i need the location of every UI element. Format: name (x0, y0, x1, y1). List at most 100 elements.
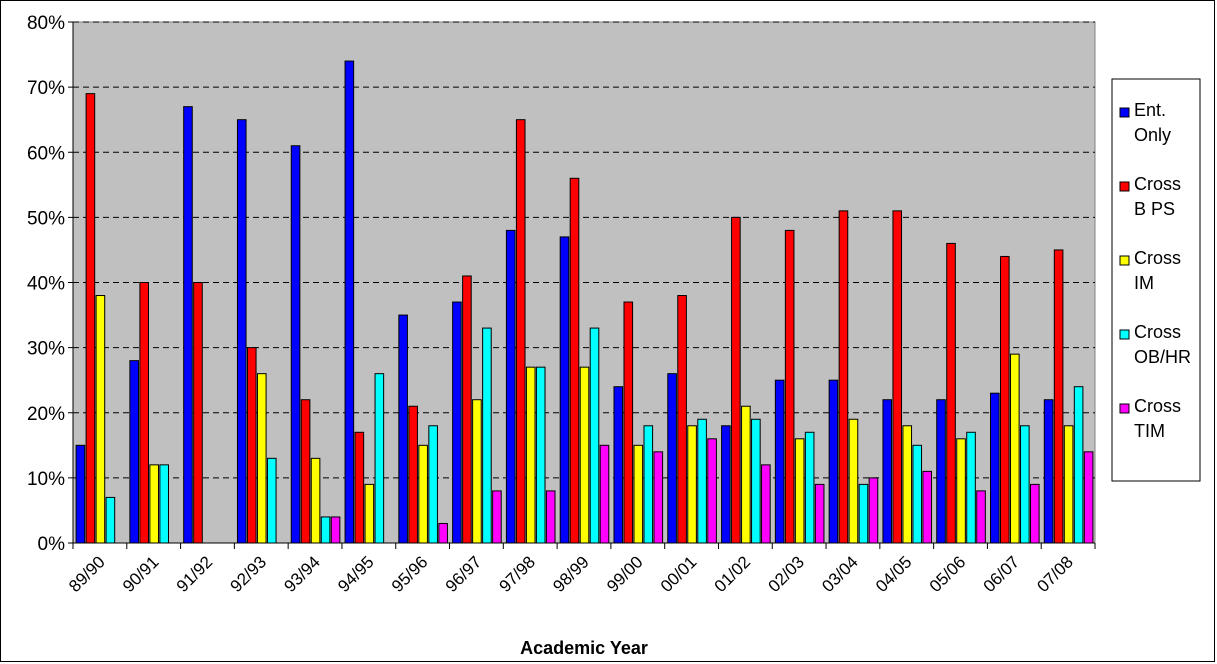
bar (183, 106, 193, 544)
bar (848, 418, 859, 544)
bar (868, 477, 879, 544)
x-tick-label: 06/07 (980, 552, 1024, 596)
bar (95, 295, 106, 544)
bar (472, 399, 482, 544)
legend-label: Ent. (1134, 100, 1166, 120)
x-tick-label: 96/97 (442, 552, 486, 596)
legend-label: Cross (1134, 322, 1181, 342)
bar (545, 490, 556, 544)
bar (525, 366, 536, 544)
bar (428, 425, 438, 544)
bar (794, 438, 805, 544)
y-tick-label: 80% (27, 13, 65, 34)
y-tick-labels: 0% 10% 20% 30% 40% 50% 60% 70% 80% (27, 13, 65, 555)
bar (623, 301, 634, 544)
bar (599, 444, 610, 544)
bars (75, 60, 1094, 544)
legend-swatch (1119, 255, 1130, 266)
bar (85, 93, 96, 544)
bar (515, 119, 526, 544)
bar (936, 399, 946, 544)
bar (707, 438, 717, 544)
bar (246, 347, 257, 544)
x-tick-label: 99/00 (603, 552, 647, 596)
bar (892, 210, 903, 544)
bar (814, 483, 825, 544)
legend-label: Only (1134, 125, 1171, 145)
bar (774, 379, 785, 544)
legend-label: IM (1134, 273, 1154, 293)
bar (912, 444, 923, 544)
x-tick-label: 90/91 (119, 552, 163, 596)
bar (310, 457, 321, 544)
bar (300, 399, 311, 544)
bar (374, 373, 385, 544)
bar (902, 425, 913, 544)
x-tick-label: 98/99 (549, 552, 593, 596)
bar (320, 516, 331, 544)
x-tick-label: 93/94 (280, 552, 324, 596)
x-tick-label: 94/95 (334, 552, 378, 596)
bar (1020, 425, 1030, 544)
bar (956, 438, 966, 544)
bar (667, 373, 677, 544)
x-tick-label: 92/93 (227, 552, 271, 596)
bar (569, 177, 580, 544)
legend-swatch (1119, 107, 1130, 118)
bar (418, 444, 428, 544)
bar (677, 295, 687, 544)
x-tick-label: 01/02 (711, 552, 755, 596)
bar (559, 236, 570, 544)
bar (643, 425, 654, 544)
bar (613, 386, 624, 544)
bar (741, 405, 751, 544)
bar (344, 60, 355, 544)
bar (1063, 425, 1074, 544)
x-tick-label: 91/92 (173, 552, 217, 596)
bar (687, 425, 697, 544)
y-tick-label: 10% (27, 469, 65, 490)
legend-swatch (1119, 403, 1130, 414)
x-tick-label: 95/96 (388, 552, 432, 596)
x-tick-label: 03/04 (818, 552, 862, 596)
legend-label: Cross (1134, 396, 1181, 416)
bar (1073, 386, 1084, 544)
bar (751, 418, 761, 544)
x-tick-label: 05/06 (926, 552, 970, 596)
x-tick-label: 04/05 (872, 552, 916, 596)
bar (149, 464, 159, 544)
bar (330, 516, 341, 544)
bar (159, 464, 169, 544)
legend-swatch (1119, 329, 1130, 340)
bar (129, 360, 139, 544)
x-axis-label: Academic Year (520, 638, 648, 658)
y-tick-label: 20% (27, 404, 65, 425)
axes (68, 21, 1096, 549)
y-tick-label: 0% (38, 534, 66, 555)
bar (579, 366, 590, 544)
bar (1083, 451, 1094, 544)
bar (633, 444, 644, 544)
bar (492, 490, 502, 544)
bar (408, 405, 418, 544)
legend-swatch (1119, 181, 1130, 192)
bar (75, 444, 86, 544)
bar (1000, 255, 1010, 544)
bar (364, 483, 375, 544)
bar (761, 464, 771, 544)
x-tick-label: 89/90 (65, 552, 109, 596)
bar (721, 425, 731, 544)
x-tick-label: 02/03 (764, 552, 808, 596)
bar (966, 431, 976, 544)
x-tick-label: 07/08 (1033, 552, 1077, 596)
bar (922, 470, 933, 544)
x-tick-label: 97/98 (496, 552, 540, 596)
bar (589, 327, 600, 544)
bar (976, 490, 986, 544)
legend-label: Cross (1134, 174, 1181, 194)
x-tick-label: 00/01 (657, 552, 701, 596)
bar (697, 418, 707, 544)
bar (828, 379, 839, 544)
bar (1010, 353, 1020, 544)
y-tick-label: 40% (27, 274, 65, 295)
